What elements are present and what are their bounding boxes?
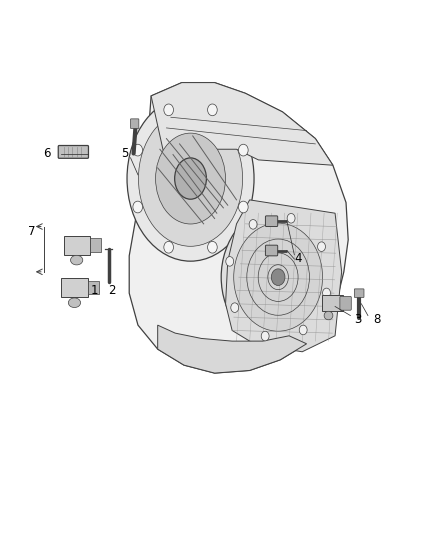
Text: 1: 1 bbox=[90, 284, 98, 297]
Text: 8: 8 bbox=[373, 313, 380, 326]
Ellipse shape bbox=[71, 255, 83, 265]
Circle shape bbox=[318, 242, 325, 252]
Circle shape bbox=[249, 220, 257, 229]
Bar bbox=[90, 238, 101, 252]
Ellipse shape bbox=[175, 158, 206, 199]
Polygon shape bbox=[226, 200, 342, 352]
Ellipse shape bbox=[138, 111, 243, 246]
Text: 7: 7 bbox=[28, 225, 35, 238]
Circle shape bbox=[231, 303, 239, 312]
Ellipse shape bbox=[155, 133, 226, 224]
Circle shape bbox=[239, 144, 248, 156]
Circle shape bbox=[261, 332, 269, 341]
Circle shape bbox=[323, 288, 331, 298]
Circle shape bbox=[299, 325, 307, 335]
FancyBboxPatch shape bbox=[58, 146, 88, 158]
Text: 3: 3 bbox=[355, 313, 362, 326]
Circle shape bbox=[208, 241, 217, 253]
FancyBboxPatch shape bbox=[354, 289, 364, 297]
FancyBboxPatch shape bbox=[131, 119, 139, 128]
Circle shape bbox=[133, 144, 142, 156]
Text: 5: 5 bbox=[121, 147, 128, 160]
Circle shape bbox=[133, 201, 142, 213]
Circle shape bbox=[271, 269, 285, 286]
Circle shape bbox=[221, 208, 335, 346]
Text: 4: 4 bbox=[294, 252, 302, 265]
Circle shape bbox=[164, 241, 173, 253]
Ellipse shape bbox=[324, 311, 333, 320]
Polygon shape bbox=[158, 325, 307, 373]
Ellipse shape bbox=[68, 298, 81, 308]
Bar bbox=[61, 278, 88, 297]
FancyBboxPatch shape bbox=[265, 245, 278, 256]
Polygon shape bbox=[151, 83, 333, 165]
Bar bbox=[322, 295, 343, 311]
FancyBboxPatch shape bbox=[265, 216, 278, 227]
Bar bbox=[64, 236, 90, 255]
Polygon shape bbox=[129, 83, 348, 373]
Text: 2: 2 bbox=[108, 284, 116, 297]
Circle shape bbox=[226, 256, 233, 266]
Circle shape bbox=[287, 213, 295, 223]
FancyBboxPatch shape bbox=[340, 296, 351, 310]
Circle shape bbox=[164, 104, 173, 116]
Ellipse shape bbox=[127, 96, 254, 261]
Text: 6: 6 bbox=[43, 147, 51, 160]
Circle shape bbox=[234, 223, 322, 331]
Circle shape bbox=[239, 201, 248, 213]
Bar bbox=[88, 281, 99, 294]
Circle shape bbox=[208, 104, 217, 116]
